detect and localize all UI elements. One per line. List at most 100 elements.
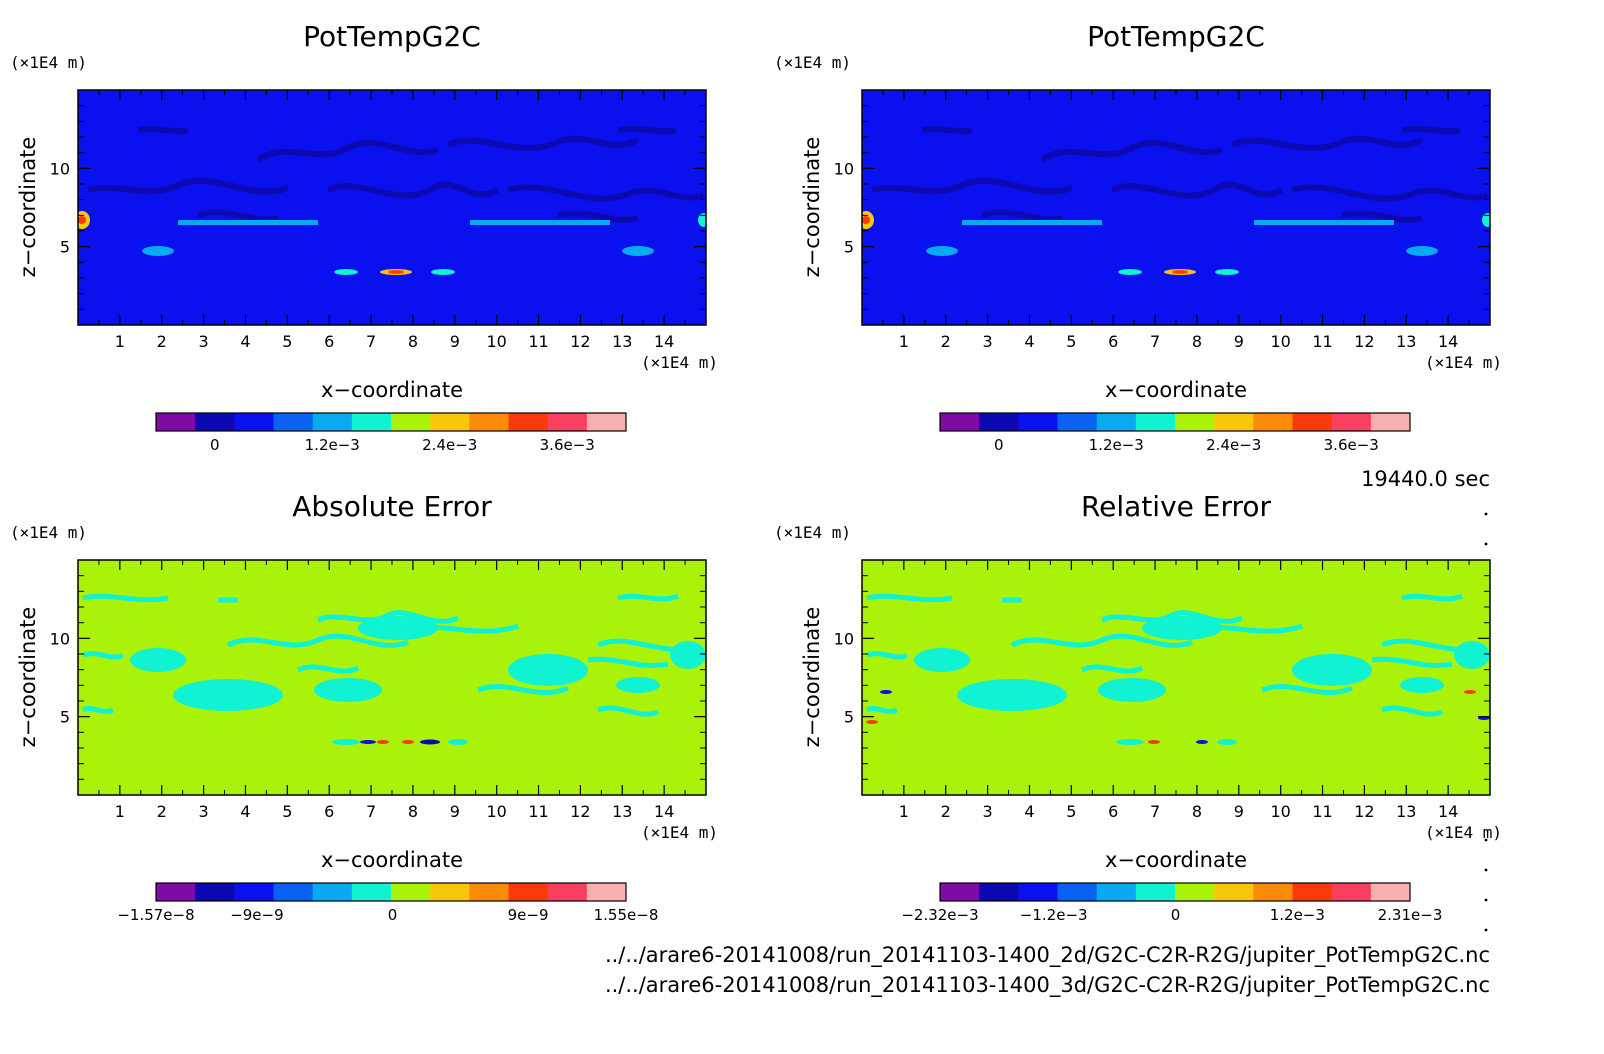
- colorbar-swatch: [979, 883, 1019, 901]
- x-tick-label: 13: [1396, 802, 1416, 821]
- hotspot: [1406, 246, 1438, 256]
- colorbar-swatch: [1253, 413, 1293, 431]
- error-spot: [1464, 690, 1476, 694]
- x-ticks: 1 2 3 4 5 6 7 8 9 10 11 12 13 14: [98, 560, 686, 821]
- x-tick-label: 5: [282, 802, 292, 821]
- error-spot: [420, 739, 440, 745]
- error-spot: [1148, 740, 1160, 744]
- x-tick-label: 9: [450, 332, 460, 351]
- field-background: [78, 90, 706, 325]
- panel-absolute-error: Absolute Error (×1E4 m): [10, 490, 718, 924]
- cyan-contour-bands: [865, 593, 1490, 717]
- colorbar-swatch: [430, 883, 470, 901]
- colorbar: −2.32e−3 −1.2e−3 0 1.2e−3 2.31e−3: [901, 882, 1442, 924]
- x-tick-label: 13: [612, 802, 632, 821]
- panel-relative-error: Relative Error (×1E4 m): [774, 490, 1502, 924]
- x-ticks: 1 2 3 4 5 6 7 8 9 10 11 12 13 14: [882, 560, 1470, 821]
- x-tick-label: 13: [1396, 332, 1416, 351]
- hotspot: [388, 270, 404, 274]
- x-tick-label: 14: [654, 802, 674, 821]
- x-tick-label: 7: [1150, 802, 1160, 821]
- hotspot: [142, 246, 174, 256]
- band-cyan: [470, 220, 610, 225]
- y-tick-label: 5: [60, 708, 70, 727]
- colorbar-swatch: [940, 413, 980, 431]
- hotspot: [431, 269, 455, 275]
- colorbar-swatch: [351, 883, 392, 901]
- x-tick-label: 11: [1312, 802, 1332, 821]
- x-tick-label: 6: [1108, 332, 1118, 351]
- error-spot: [1217, 739, 1237, 745]
- colorbar-tick-label: −2.32e−3: [901, 906, 978, 924]
- x-tick-label: 5: [1066, 802, 1076, 821]
- colorbar-swatch: [586, 413, 627, 431]
- error-spot: [880, 690, 892, 694]
- edge-spot: [1482, 213, 1490, 227]
- x-tick-label: 6: [1108, 802, 1118, 821]
- colorbar-swatch: [156, 413, 196, 431]
- error-spot: [377, 740, 389, 744]
- x-tick-label: 2: [157, 802, 167, 821]
- colorbar-swatch: [469, 413, 509, 431]
- x-tick-label: 4: [1024, 332, 1034, 351]
- error-spot: [1116, 739, 1144, 745]
- x-tick-label: 11: [1312, 332, 1332, 351]
- y-tick-label: 5: [844, 238, 854, 257]
- colorbar-tick-label: 1.2e−3: [305, 436, 360, 454]
- y-tick-label: 5: [60, 238, 70, 257]
- colorbar: 0 1.2e−3 2.4e−3 3.6e−3: [939, 412, 1411, 454]
- highlight-bands: [78, 211, 706, 275]
- edge-spot: [78, 216, 86, 224]
- x-tick-label: 9: [450, 802, 460, 821]
- x-tick-label: 9: [1234, 802, 1244, 821]
- x-tick-label: 3: [983, 802, 993, 821]
- colorbar-swatch: [312, 413, 353, 431]
- plot-area: 1 2 3 4 5 6 7 8 9 10 11 12 13 14 510: [50, 89, 707, 351]
- colorbar: 0 1.2e−3 2.4e−3 3.6e−3: [155, 412, 627, 454]
- y-ticks: 5 10: [50, 105, 706, 310]
- colorbar-tick-label: −1.57e−8: [117, 906, 194, 924]
- y-axis-label: z−coordinate: [16, 607, 40, 748]
- x-tick-label: 10: [1270, 802, 1290, 821]
- contour-field: [862, 90, 1490, 325]
- z-unit-label: (×1E4 m): [774, 53, 851, 72]
- x-tick-label: 12: [570, 332, 590, 351]
- x-tick-label: 5: [282, 332, 292, 351]
- error-spot: [402, 740, 414, 744]
- x-unit-label: (×1E4 m): [641, 353, 718, 372]
- z-unit-label: (×1E4 m): [10, 523, 87, 542]
- x-tick-label: 3: [983, 332, 993, 351]
- y-tick-label: 10: [834, 629, 854, 648]
- colorbar-tick-label: 1.2e−3: [1089, 436, 1144, 454]
- colorbar-tick-label: 0: [388, 906, 398, 924]
- colorbar-swatch: [234, 413, 274, 431]
- colorbar-swatch: [430, 413, 470, 431]
- colorbar-swatch: [351, 413, 392, 431]
- colorbar-tick-label: −1.2e−3: [1020, 906, 1088, 924]
- error-spot: [866, 720, 878, 724]
- colorbar-tick-label: 3.6e−3: [1324, 436, 1379, 454]
- x-tick-label: 11: [528, 332, 548, 351]
- panel-title: Absolute Error: [292, 490, 492, 523]
- colorbar-frame: [155, 882, 627, 902]
- colorbar-swatch: [156, 883, 196, 901]
- colorbar-swatch: [273, 883, 314, 901]
- x-unit-label: (×1E4 m): [641, 823, 718, 842]
- error-spot: [448, 739, 468, 745]
- x-tick-label: 8: [1192, 802, 1202, 821]
- edge-spot: [698, 213, 706, 227]
- y-tick-label: 10: [834, 159, 854, 178]
- x-tick-label: 4: [240, 332, 250, 351]
- file-path-line-2: ../../arare6-20141008/run_20141103-1400_…: [605, 973, 1490, 998]
- colorbar-swatch: [979, 413, 1019, 431]
- colorbar-frame: [939, 412, 1411, 432]
- x-tick-label: 4: [1024, 802, 1034, 821]
- colorbar-swatch: [1292, 883, 1333, 901]
- colorbar-tick-label: 1.55e−8: [594, 906, 659, 924]
- y-tick-label: 10: [50, 629, 70, 648]
- x-tick-label: 14: [654, 332, 674, 351]
- x-tick-label: 8: [408, 332, 418, 351]
- colorbar-swatch: [1057, 883, 1098, 901]
- dark-contour-bands: [87, 125, 706, 223]
- colorbar-swatch: [1370, 413, 1411, 431]
